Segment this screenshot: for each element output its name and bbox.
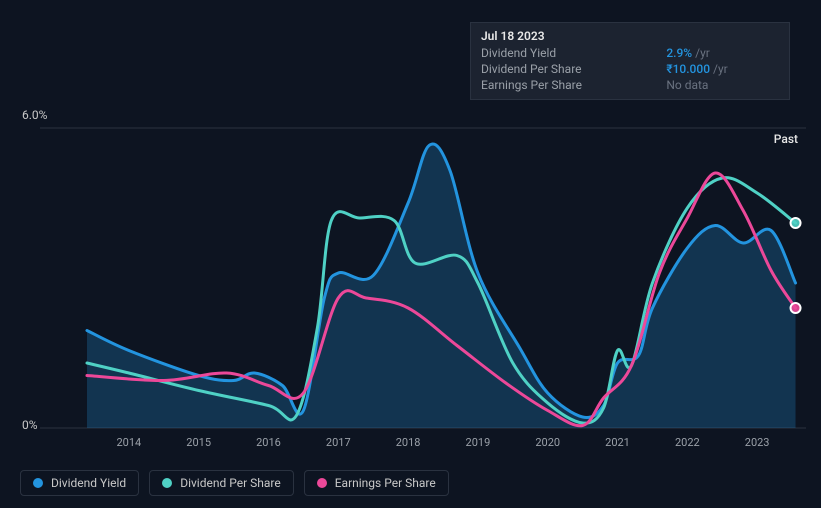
svg-text:2020: 2020 bbox=[535, 436, 560, 449]
svg-text:2021: 2021 bbox=[605, 436, 630, 449]
legend-label: Earnings Per Share bbox=[335, 476, 436, 490]
past-label: Past bbox=[774, 132, 798, 146]
y-axis-label-min: 0% bbox=[22, 418, 38, 432]
chart-tooltip: Jul 18 2023 Dividend Yield 2.9%/yr Divid… bbox=[470, 22, 790, 100]
tooltip-row-label: Earnings Per Share bbox=[481, 77, 666, 93]
legend-label: Dividend Per Share bbox=[180, 476, 281, 490]
tooltip-date: Jul 18 2023 bbox=[481, 29, 779, 45]
tooltip-row-value: ₹10.000/yr bbox=[666, 61, 779, 77]
legend-swatch bbox=[162, 478, 172, 488]
legend-swatch bbox=[317, 478, 327, 488]
tooltip-row-value: 2.9%/yr bbox=[666, 45, 779, 61]
svg-text:2015: 2015 bbox=[186, 436, 211, 449]
tooltip-row-nodata: No data bbox=[666, 77, 779, 93]
legend: Dividend Yield Dividend Per Share Earnin… bbox=[20, 470, 449, 496]
tooltip-row: Earnings Per Share No data bbox=[481, 77, 779, 93]
tooltip-row-label: Dividend Yield bbox=[481, 45, 666, 61]
svg-text:2023: 2023 bbox=[745, 436, 770, 449]
svg-text:2018: 2018 bbox=[396, 436, 421, 449]
svg-text:2016: 2016 bbox=[256, 436, 281, 449]
legend-swatch bbox=[33, 478, 43, 488]
y-axis-label-max: 6.0% bbox=[22, 108, 47, 122]
svg-text:2019: 2019 bbox=[466, 436, 491, 449]
tooltip-row-label: Dividend Per Share bbox=[481, 61, 666, 77]
svg-text:2022: 2022 bbox=[675, 436, 700, 449]
legend-item-dividend-per-share[interactable]: Dividend Per Share bbox=[149, 470, 294, 496]
svg-text:2017: 2017 bbox=[326, 436, 351, 449]
svg-text:2014: 2014 bbox=[116, 436, 141, 449]
legend-label: Dividend Yield bbox=[51, 476, 126, 490]
chart-container: 6.0% 0% Past 2014 2015 2016 2017 2018 2019 202… bbox=[20, 20, 806, 460]
legend-item-earnings-per-share[interactable]: Earnings Per Share bbox=[304, 470, 449, 496]
legend-item-dividend-yield[interactable]: Dividend Yield bbox=[20, 470, 139, 496]
tooltip-table: Dividend Yield 2.9%/yr Dividend Per Shar… bbox=[481, 45, 779, 93]
tooltip-row: Dividend Per Share ₹10.000/yr bbox=[481, 61, 779, 77]
tooltip-row: Dividend Yield 2.9%/yr bbox=[481, 45, 779, 61]
